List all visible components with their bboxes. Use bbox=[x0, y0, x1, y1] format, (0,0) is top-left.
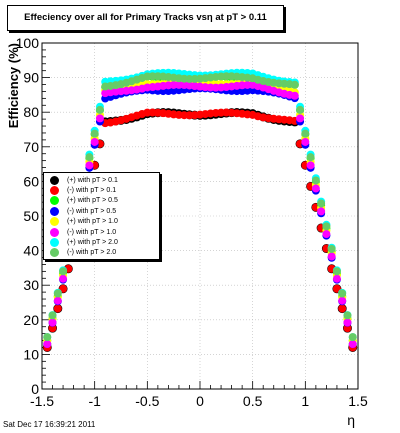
legend-entry: (+) with pT > 1.0 bbox=[50, 217, 159, 227]
timestamp: Sat Dec 17 16:39:21 2011 bbox=[3, 420, 96, 429]
data-point bbox=[306, 161, 315, 170]
x-tick-label: 0 bbox=[196, 393, 204, 409]
data-point bbox=[43, 340, 52, 349]
data-point bbox=[338, 289, 347, 298]
data-point bbox=[332, 274, 341, 283]
legend-marker bbox=[50, 248, 59, 258]
x-tick-label: -1 bbox=[88, 393, 101, 409]
chart-legend: (+) with pT > 0.1 (-) with pT > 0.1 (+) wi… bbox=[43, 172, 160, 260]
y-tick-label: 10 bbox=[23, 346, 39, 362]
legend-marker bbox=[50, 227, 59, 237]
data-point bbox=[348, 333, 357, 342]
data-point bbox=[343, 318, 352, 327]
data-point bbox=[95, 105, 104, 114]
legend-label: (-) with pT > 1.0 bbox=[67, 228, 117, 236]
data-point bbox=[296, 114, 305, 123]
legend-entry: (-) with pT > 0.1 bbox=[50, 185, 159, 196]
data-point bbox=[301, 129, 310, 138]
y-axis-label: Efficiency (%) bbox=[6, 43, 21, 128]
data-point bbox=[48, 311, 57, 320]
y-tick-label: 80 bbox=[23, 104, 39, 120]
legend-label: (+) with pT > 1.0 bbox=[67, 218, 118, 226]
data-point bbox=[53, 304, 62, 313]
x-tick-label: 0.5 bbox=[243, 393, 263, 409]
x-tick-label: -0.5 bbox=[135, 393, 159, 409]
legend-label: (-) with pT > 0.1 bbox=[67, 187, 117, 195]
data-point bbox=[338, 304, 347, 313]
y-tick-label: 50 bbox=[23, 208, 39, 224]
data-point bbox=[348, 340, 357, 349]
data-point bbox=[48, 318, 57, 327]
data-point bbox=[327, 244, 336, 253]
legend-entry: (-) with pT > 2.0 bbox=[50, 248, 159, 258]
data-point bbox=[343, 311, 352, 320]
y-tick-label: 60 bbox=[23, 173, 39, 189]
legend-marker bbox=[50, 186, 59, 196]
legend-entry: (+) with pT > 0.5 bbox=[50, 196, 159, 206]
legend-entry: (+) with pT > 0.1 bbox=[50, 175, 159, 185]
data-point bbox=[296, 105, 305, 114]
chart-title: Effeciency over all for Primary Tracks v… bbox=[24, 12, 267, 23]
data-point bbox=[301, 137, 310, 146]
legend-label: (-) with pT > 2.0 bbox=[67, 249, 117, 257]
legend-label: (-) with pT > 0.5 bbox=[67, 207, 117, 215]
data-point bbox=[43, 333, 52, 342]
x-tick-label: 1 bbox=[301, 393, 309, 409]
data-point bbox=[327, 252, 336, 261]
y-tick-label: 70 bbox=[23, 139, 39, 155]
data-point bbox=[85, 153, 94, 162]
legend-entry: (-) with pT > 0.5 bbox=[50, 206, 159, 216]
y-tick-label: 20 bbox=[23, 312, 39, 328]
data-point bbox=[290, 80, 299, 89]
legend-marker bbox=[50, 238, 59, 248]
data-point bbox=[59, 267, 68, 276]
data-point bbox=[338, 296, 347, 305]
data-point bbox=[53, 296, 62, 305]
data-point bbox=[332, 267, 341, 276]
chart-title-box: Effeciency over all for Primary Tracks v… bbox=[7, 5, 284, 31]
data-point bbox=[95, 114, 104, 123]
y-tick-label: 90 bbox=[23, 70, 39, 86]
y-tick-label: 40 bbox=[23, 243, 39, 259]
legend-entry: (+) with pT > 2.0 bbox=[50, 237, 159, 248]
legend-label: (+) with pT > 2.0 bbox=[67, 239, 118, 247]
legend-marker bbox=[50, 175, 59, 185]
data-point bbox=[290, 91, 299, 100]
data-point bbox=[53, 289, 62, 298]
data-point bbox=[322, 230, 331, 239]
data-point bbox=[311, 176, 320, 185]
x-axis-label: η bbox=[347, 412, 355, 428]
legend-label: (+) with pT > 0.1 bbox=[67, 176, 118, 184]
legend-marker bbox=[50, 206, 59, 216]
data-point bbox=[90, 137, 99, 146]
data-point bbox=[306, 153, 315, 162]
x-tick-label: -1.5 bbox=[30, 393, 54, 409]
y-tick-label: 0 bbox=[31, 381, 39, 397]
data-point bbox=[317, 199, 326, 208]
data-point bbox=[90, 129, 99, 138]
legend-entry: (-) with pT > 1.0 bbox=[50, 227, 159, 237]
data-point bbox=[59, 274, 68, 283]
legend-marker bbox=[50, 196, 59, 206]
x-tick-label: 1.5 bbox=[348, 393, 368, 409]
data-point bbox=[322, 222, 331, 231]
data-point bbox=[311, 184, 320, 193]
y-tick-label: 100 bbox=[16, 35, 40, 51]
data-point bbox=[85, 161, 94, 170]
legend-marker bbox=[50, 217, 59, 227]
y-tick-label: 30 bbox=[23, 277, 39, 293]
data-point bbox=[317, 207, 326, 216]
legend-label: (+) with pT > 0.5 bbox=[67, 197, 118, 205]
